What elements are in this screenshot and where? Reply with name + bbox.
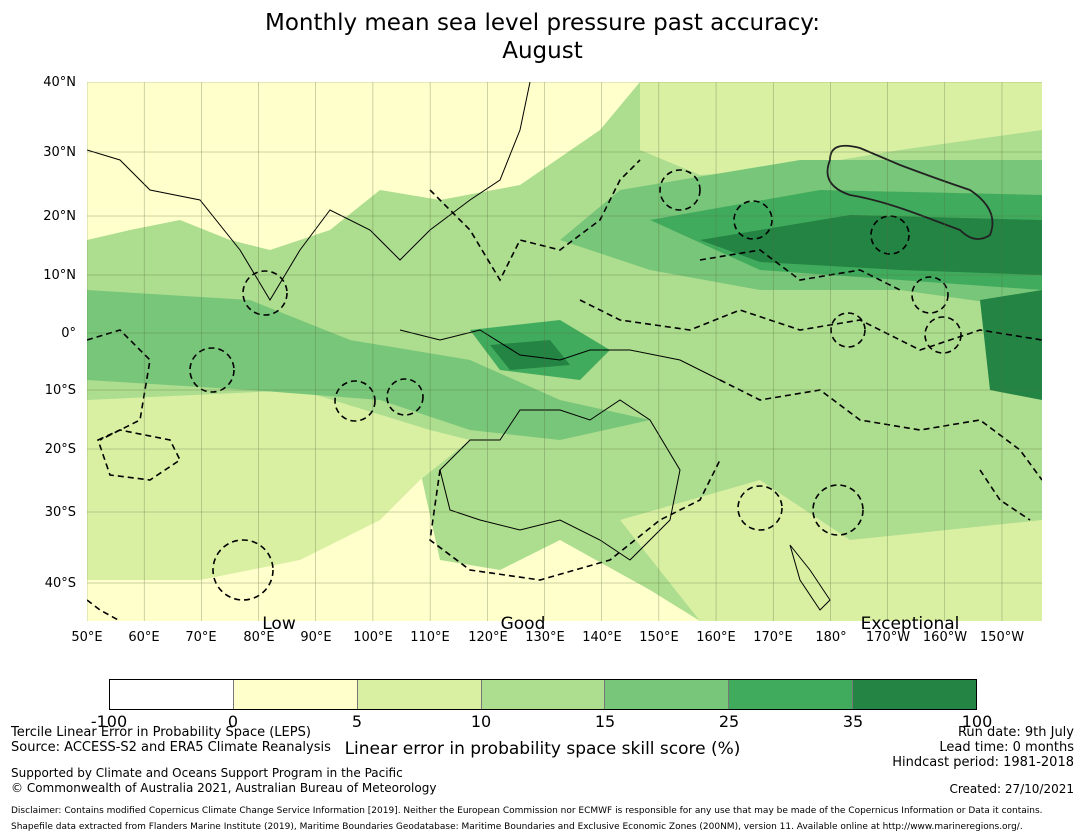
- skill-label-exceptional: Exceptional: [860, 614, 960, 634]
- lon-label: 140°E: [582, 630, 622, 645]
- exceptional-skill-zone: [490, 340, 570, 370]
- colorbar-segment: [605, 680, 730, 709]
- asia-coastline: [87, 82, 531, 301]
- graticule: [87, 82, 1042, 621]
- lat-label: 40°S: [44, 576, 76, 591]
- lon-label: 90°E: [300, 630, 332, 645]
- lon-label: 120°E: [468, 630, 508, 645]
- exceptional-skill-zone: [980, 290, 1042, 400]
- lon-label: 180°: [815, 630, 847, 645]
- colorbar-tick: 0: [227, 712, 239, 731]
- footer-method: Tercile Linear Error in Probability Spac…: [11, 725, 311, 740]
- lon-label: 150°E: [639, 630, 679, 645]
- lon-label: 70°E: [185, 630, 217, 645]
- skill-label-low: Low: [262, 614, 296, 634]
- lat-label: 10°S: [44, 383, 76, 398]
- run-date: Run date: 9th July: [957, 725, 1074, 740]
- lon-label: 170°W: [865, 630, 911, 645]
- lon-label: 60°E: [128, 630, 160, 645]
- colorbar-tick: 10: [470, 712, 492, 731]
- lon-label: 100°E: [353, 630, 393, 645]
- colorbar-segment: [357, 680, 482, 709]
- australia-outline: [439, 399, 681, 561]
- lon-label: 110°E: [410, 630, 450, 645]
- lon-label: 170°E: [753, 630, 793, 645]
- maritime-continent: [399, 329, 721, 381]
- disclaimer: Disclaimer: Contains modified Copernicus…: [11, 806, 1043, 816]
- colorbar: [109, 679, 977, 710]
- lon-label: 150°W: [979, 630, 1025, 645]
- footer-source: Source: ACCESS-S2 and ERA5 Climate Reana…: [11, 740, 331, 755]
- skill-map: [87, 82, 1042, 621]
- lon-label: 50°E: [71, 630, 103, 645]
- lat-label: 0°: [61, 326, 76, 341]
- moderate-skill-zone: [87, 390, 470, 580]
- chart-title-line2: August: [502, 38, 583, 64]
- colorbar-segment: [481, 680, 606, 709]
- lon-label: 80°E: [243, 630, 275, 645]
- colorbar-tick: 15: [594, 712, 616, 731]
- hindcast-period: Hindcast period: 1981-2018: [892, 755, 1074, 770]
- moderate-skill-zone: [620, 480, 1042, 621]
- shapefile-credit: Shapefile data extracted from Flanders M…: [11, 822, 1023, 832]
- colorbar-segment: [729, 680, 854, 709]
- hawaii-eez: [826, 144, 994, 240]
- lat-label: 20°S: [44, 442, 76, 457]
- new-zealand-outline: [789, 544, 831, 611]
- lat-label: 20°N: [43, 209, 76, 224]
- lat-label: 30°S: [44, 505, 76, 520]
- lead-time: Lead time: 0 months: [939, 740, 1074, 755]
- lat-label: 30°N: [43, 145, 76, 160]
- colorbar-segment: [853, 680, 977, 709]
- colorbar-tick: 25: [718, 712, 740, 731]
- exceptional-skill-zone: [700, 215, 1042, 275]
- colorbar-tick: 100: [961, 712, 993, 731]
- lon-label: 160°E: [696, 630, 736, 645]
- eez-boundaries: [87, 159, 1042, 621]
- high-skill-zone: [87, 290, 650, 440]
- colorbar-label: Linear error in probability space skill …: [344, 739, 741, 759]
- lon-label: 160°W: [922, 630, 968, 645]
- colorbar-tick: 35: [842, 712, 864, 731]
- lat-label: 10°N: [43, 268, 76, 283]
- footer-support: Supported by Climate and Oceans Support …: [11, 766, 403, 780]
- low-skill-zone: [87, 82, 640, 250]
- lat-label: 40°N: [43, 75, 76, 90]
- colorbar-segment: [110, 680, 234, 709]
- colorbar-tick: -100: [90, 712, 128, 731]
- created-date: Created: 27/10/2021: [949, 782, 1074, 796]
- skill-label-good: Good: [500, 614, 546, 634]
- footer-copyright: © Commonwealth of Australia 2021, Austra…: [11, 781, 437, 795]
- lon-label: 130°E: [525, 630, 565, 645]
- chart-title-line1: Monthly mean sea level pressure past acc…: [265, 10, 820, 36]
- colorbar-segment: [233, 680, 358, 709]
- colorbar-tick: 5: [351, 712, 363, 731]
